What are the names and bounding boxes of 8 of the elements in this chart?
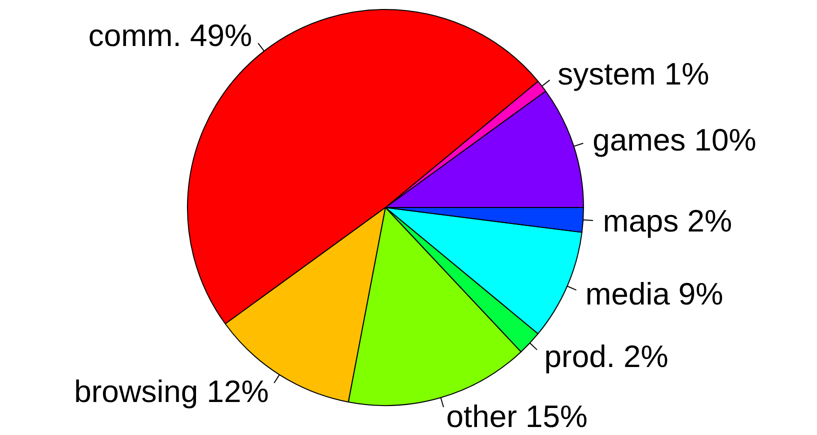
slice-label: maps 2% (602, 204, 732, 239)
slice-label: other 15% (446, 399, 588, 434)
slice-label: browsing 12% (74, 374, 269, 409)
slice-label: media 9% (585, 276, 724, 312)
slice-label: games 10% (592, 122, 756, 158)
slice-label: system 1% (558, 56, 710, 92)
slice-label: comm. 49% (88, 18, 252, 53)
slice-label: prod. 2% (544, 339, 668, 374)
